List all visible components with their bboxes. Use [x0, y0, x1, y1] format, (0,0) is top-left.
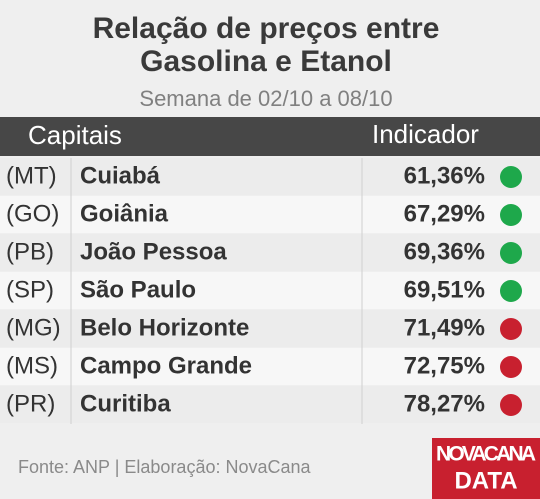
logo-text: DATA	[454, 467, 517, 494]
city: João Pessoa	[80, 238, 227, 265]
indicator: 61,36%	[404, 162, 485, 189]
state: (GO)	[6, 200, 59, 227]
indicator: 67,29%	[404, 200, 485, 227]
status-dot	[500, 242, 522, 264]
city: Goiânia	[80, 200, 169, 227]
state: (PB)	[6, 238, 54, 265]
status-dot	[500, 318, 522, 340]
indicator: 78,27%	[404, 390, 485, 417]
indicator: 69,36%	[404, 238, 485, 265]
status-dot	[500, 280, 522, 302]
status-dot	[500, 356, 522, 378]
subtitle: Semana de 02/10 a 08/10	[139, 86, 392, 111]
header-bar	[0, 117, 540, 156]
row-background	[0, 386, 540, 423]
row-background	[0, 348, 540, 385]
row-background	[0, 310, 540, 347]
city: Curitiba	[80, 390, 171, 417]
column-header: Indicador	[372, 119, 479, 149]
status-dot	[500, 394, 522, 416]
table-body: (MT) Cuiabá 61,36% (GO) Goiânia 67,29% (PB) Joã…	[0, 158, 540, 424]
indicator: 71,49%	[404, 314, 485, 341]
indicator: 69,51%	[404, 276, 485, 303]
row-background	[0, 234, 540, 271]
row-background	[0, 158, 540, 195]
city: Belo Horizonte	[80, 314, 249, 341]
status-dot	[500, 204, 522, 226]
title-line: Gasolina e Etanol	[140, 45, 392, 78]
row-background	[0, 272, 540, 309]
title-line: Relação de preços entre	[93, 12, 440, 45]
logo-text: NOVACANA	[436, 443, 536, 466]
city: São Paulo	[80, 276, 196, 303]
city: Cuiabá	[80, 162, 161, 189]
state: (MS)	[6, 352, 58, 379]
state: (MT)	[6, 162, 57, 189]
status-dot	[500, 166, 522, 188]
column-header: Capitais	[28, 120, 122, 150]
state: (PR)	[6, 390, 55, 417]
indicator: 72,75%	[404, 352, 485, 379]
state: (MG)	[6, 314, 61, 341]
row-background	[0, 196, 540, 233]
source: Fonte: ANP | Elaboração: NovaCana	[18, 457, 312, 477]
city: Campo Grande	[80, 352, 252, 379]
logo-box	[432, 438, 540, 499]
state: (SP)	[6, 276, 54, 303]
